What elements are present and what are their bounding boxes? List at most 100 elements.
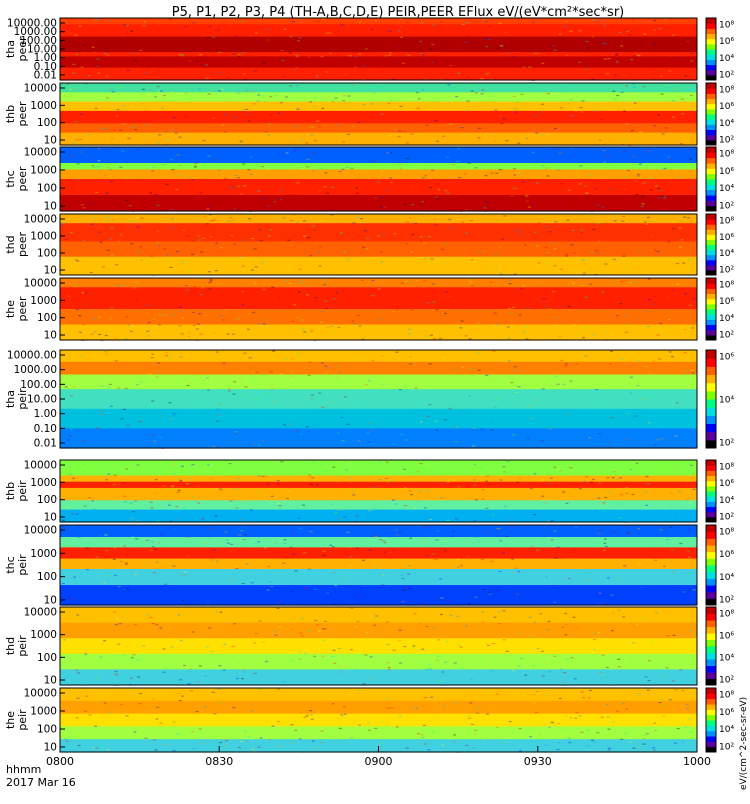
heatmap-texture (646, 151, 650, 153)
y-tick-label: 100.00 (20, 379, 57, 391)
heatmap-texture (436, 596, 440, 598)
heatmap-texture (389, 152, 393, 154)
heatmap-texture (469, 41, 473, 43)
heatmap-texture (214, 270, 218, 272)
heatmap-texture (622, 616, 626, 618)
heatmap-texture (179, 679, 183, 681)
colorbar-tick-label: 10² (719, 202, 734, 212)
heatmap-texture (551, 723, 555, 725)
heatmap-texture (84, 303, 87, 305)
y-tick-label: 10000 (24, 607, 57, 619)
heatmap-texture (135, 222, 139, 224)
heatmap-texture (251, 370, 255, 372)
heatmap-texture (401, 577, 405, 580)
heatmap-texture (499, 479, 503, 481)
panel-frame (59, 213, 698, 276)
heatmap-texture (426, 490, 430, 492)
heatmap-texture (493, 406, 497, 408)
heatmap-texture (173, 461, 177, 463)
heatmap-texture (392, 443, 396, 445)
heatmap-texture (113, 474, 117, 476)
heatmap-texture (490, 163, 494, 165)
heatmap-texture (208, 627, 212, 629)
heatmap-texture (232, 53, 236, 55)
heatmap-texture (203, 520, 207, 522)
heatmap-texture (277, 334, 281, 336)
heatmap-texture (580, 111, 584, 113)
heatmap-texture (604, 538, 607, 540)
heatmap-texture (62, 527, 66, 529)
heatmap-texture (553, 601, 557, 603)
heatmap-texture (564, 612, 568, 615)
heatmap-texture (314, 173, 318, 175)
y-tick-label: 10 (44, 265, 57, 277)
colorbar-segment (706, 114, 716, 120)
y-tick-label: 1.00 (34, 408, 57, 420)
heatmap-texture (692, 633, 696, 636)
heatmap-texture (306, 158, 310, 160)
heatmap-texture (149, 262, 153, 264)
heatmap-texture (512, 187, 516, 189)
heatmap-texture (215, 560, 219, 562)
heatmap-texture (644, 167, 648, 169)
heatmap-texture (398, 389, 402, 391)
heatmap-texture (465, 35, 469, 37)
heatmap-texture (507, 308, 511, 310)
heatmap-texture (285, 96, 288, 98)
heatmap-texture (579, 165, 583, 167)
heatmap-texture (503, 741, 506, 744)
heatmap-texture (436, 183, 440, 185)
heatmap-texture (131, 536, 135, 538)
heatmap-texture (243, 730, 247, 732)
heatmap-texture (684, 726, 688, 728)
heatmap-texture (222, 738, 225, 740)
heatmap-texture (472, 271, 476, 273)
heatmap-texture (390, 707, 394, 709)
heatmap-texture (593, 632, 597, 634)
heatmap-texture (266, 28, 270, 30)
heatmap-texture (574, 270, 578, 272)
heatmap-texture (545, 134, 549, 136)
heatmap-texture (313, 73, 317, 75)
heatmap-texture (410, 471, 414, 473)
heatmap-texture (94, 107, 98, 109)
heatmap-texture (374, 567, 377, 569)
heatmap-texture (439, 21, 443, 23)
heatmap-texture (461, 221, 464, 223)
heatmap-texture (636, 175, 640, 177)
heatmap-texture (201, 742, 205, 745)
heatmap-texture (458, 177, 462, 179)
heatmap-texture (203, 706, 207, 708)
y-tick-label: 10 (44, 512, 57, 524)
heatmap-band (60, 481, 697, 489)
heatmap-texture (424, 535, 428, 537)
heatmap-texture (149, 192, 153, 194)
heatmap-texture (386, 481, 390, 483)
heatmap-texture (682, 262, 686, 264)
heatmap-texture (107, 473, 111, 475)
heatmap-texture (440, 613, 443, 616)
heatmap-texture (573, 108, 577, 110)
heatmap-texture (274, 382, 278, 384)
heatmap-texture (166, 253, 170, 256)
heatmap-texture (681, 113, 685, 115)
heatmap-texture (82, 440, 86, 442)
heatmap-texture (224, 309, 228, 311)
heatmap-texture (74, 88, 78, 90)
heatmap-texture (295, 67, 299, 69)
heatmap-texture (255, 491, 259, 493)
heatmap-texture (520, 51, 524, 54)
heatmap-texture (468, 723, 472, 726)
heatmap-texture (544, 502, 548, 504)
heatmap-texture (239, 140, 243, 142)
heatmap-texture (417, 98, 421, 100)
heatmap-texture (546, 93, 550, 95)
heatmap-texture (490, 422, 494, 424)
heatmap-texture (689, 464, 693, 466)
heatmap-texture (683, 352, 687, 354)
heatmap-texture (432, 301, 436, 303)
heatmap-texture (428, 236, 432, 238)
heatmap-texture (638, 163, 642, 166)
heatmap-texture (335, 292, 339, 294)
heatmap-texture (420, 734, 424, 736)
